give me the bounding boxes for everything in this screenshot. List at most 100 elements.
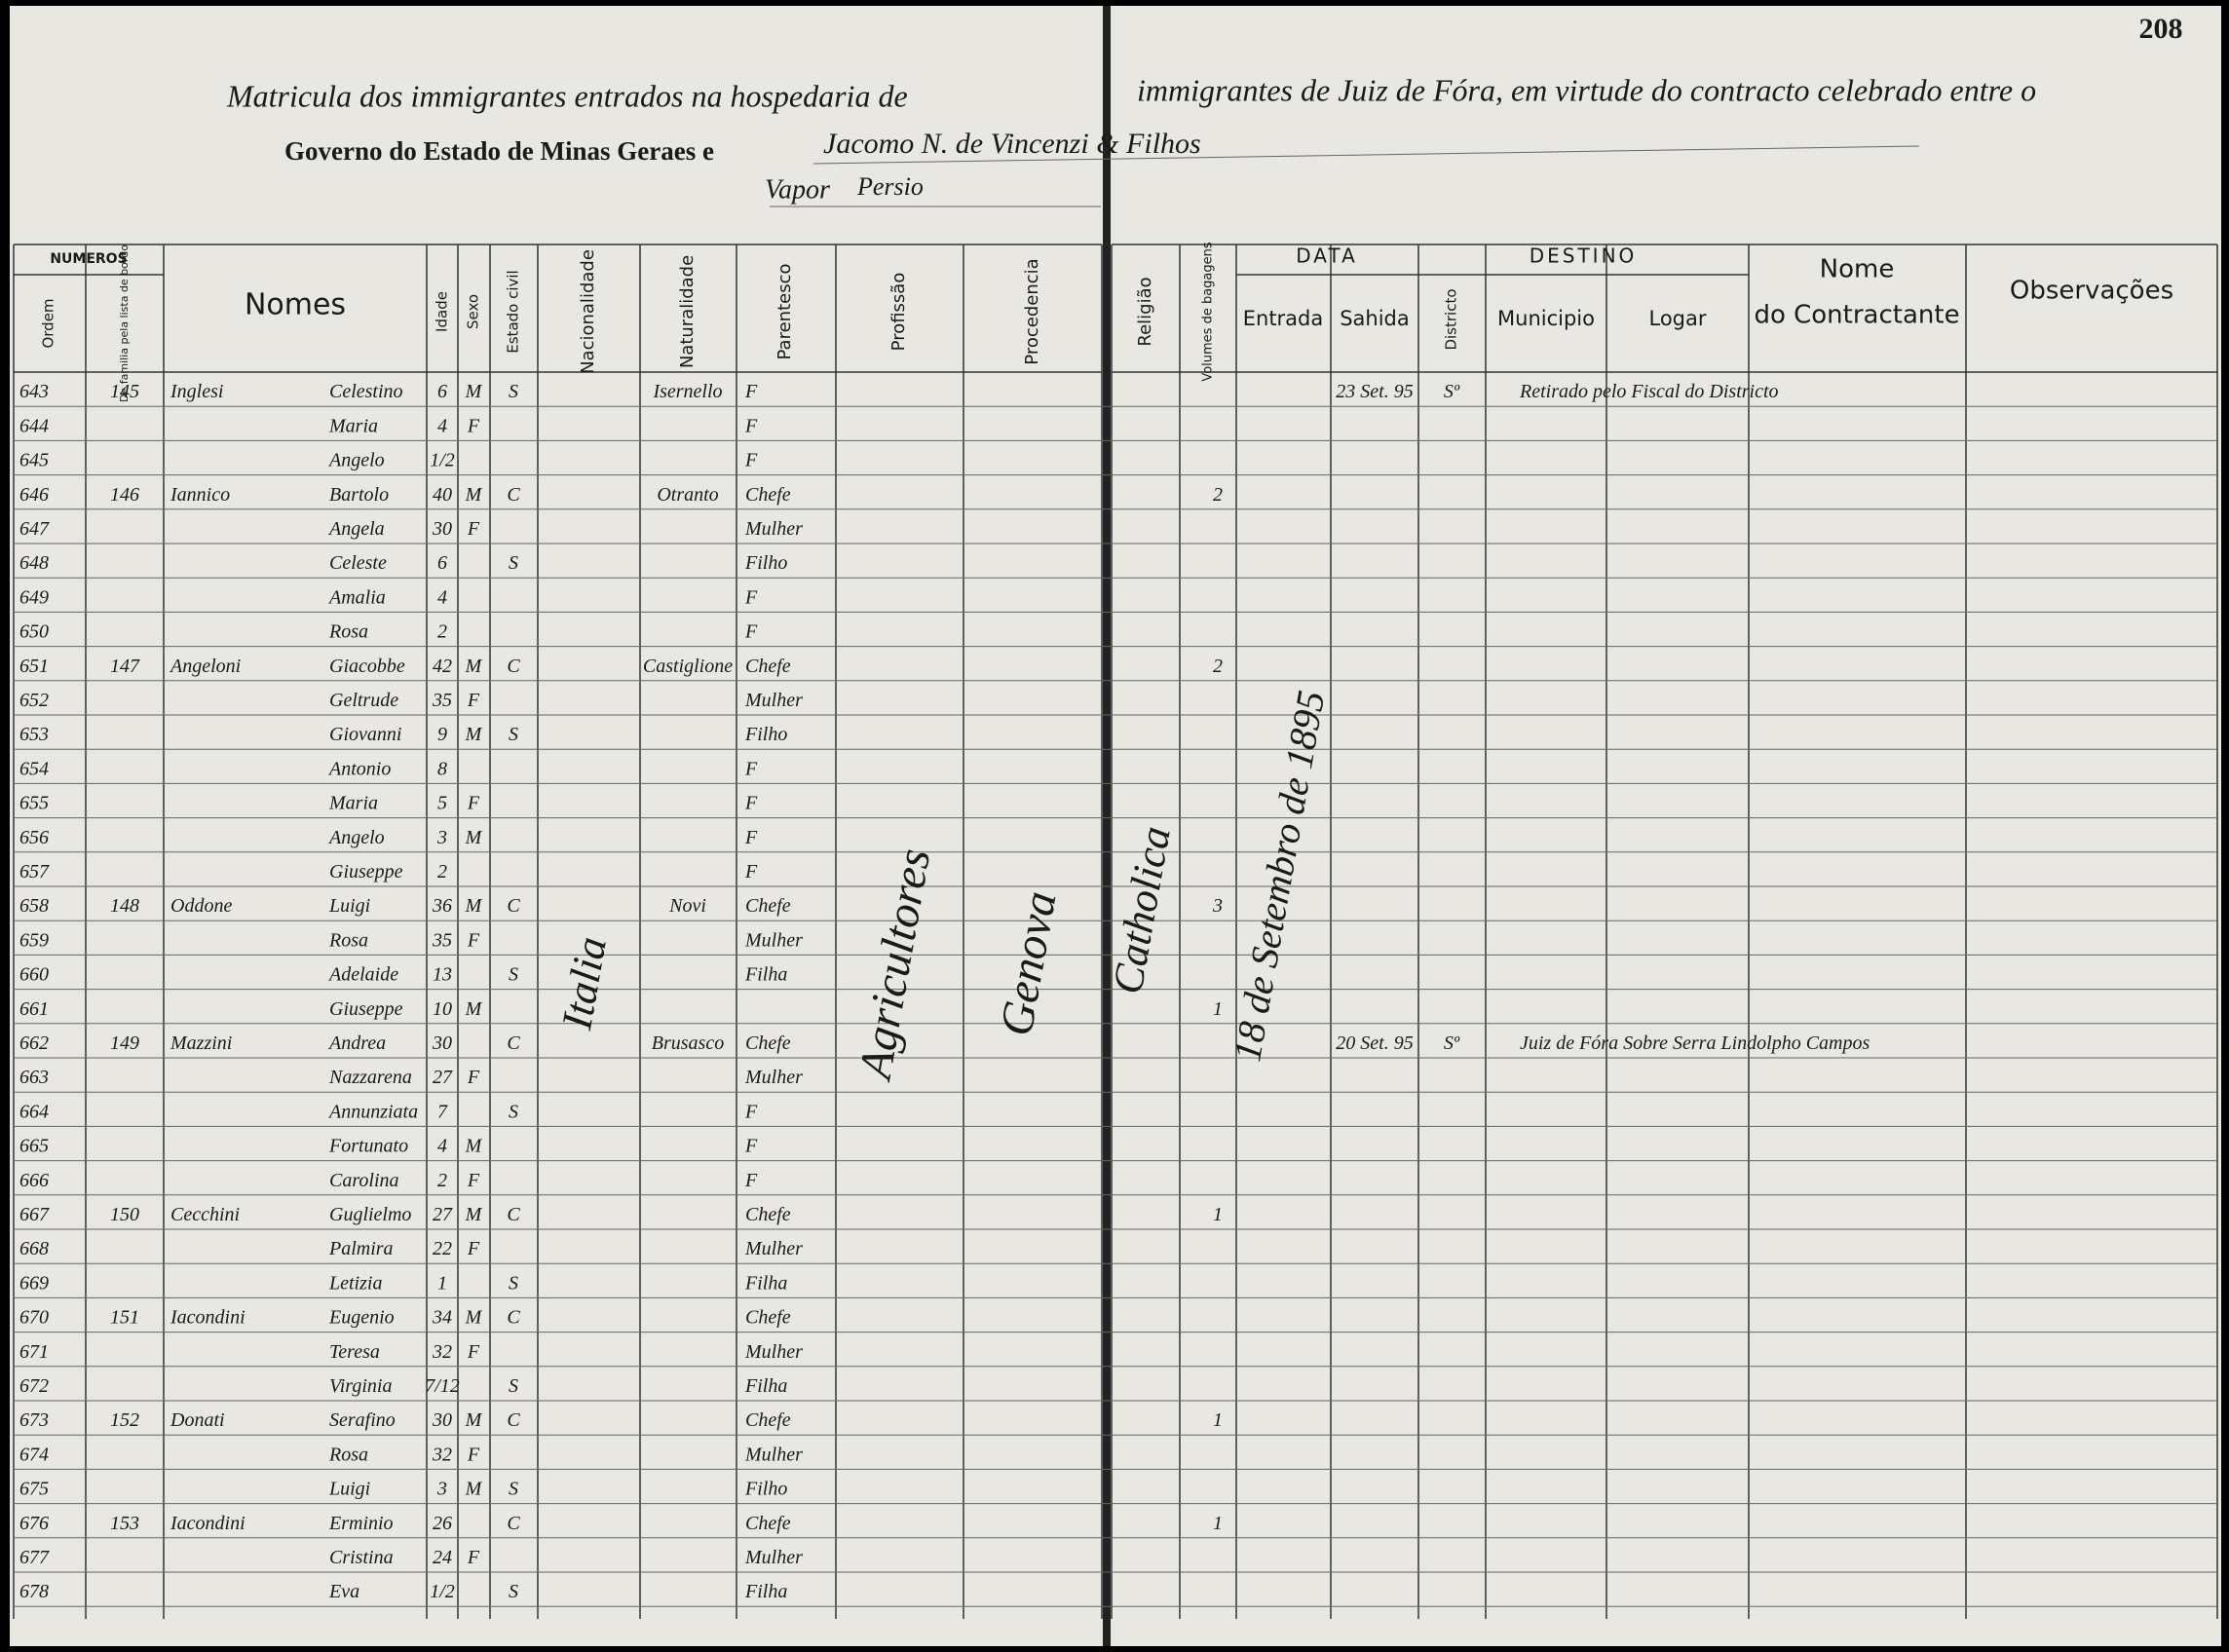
cell-nome: Angelo (327, 450, 385, 471)
cell-idade: 34 (432, 1307, 452, 1329)
cell-ordem: 659 (19, 929, 49, 951)
cell-sobrenome: Iannico (170, 484, 230, 506)
cell-nome: Antonio (327, 758, 391, 779)
cell-parentesco: Chefe (745, 484, 791, 506)
cell-parentesco: F (744, 1101, 758, 1122)
table-grid (13, 244, 2218, 1619)
cell-idade: 3 (436, 827, 447, 848)
cell-nome: Giuseppe (329, 861, 403, 882)
cell-naturalidade: Brusasco (652, 1032, 724, 1054)
cell-sexo: F (467, 415, 480, 436)
cell-sexo: M (465, 381, 483, 402)
cell-nome: Luigi (328, 895, 370, 917)
cell-sexo: M (465, 1307, 483, 1329)
cell-estado-civil: S (509, 1581, 518, 1602)
cell-familia: 153 (110, 1513, 139, 1534)
cell-parentesco: F (744, 793, 758, 814)
cell-idade: 8 (437, 758, 447, 779)
cell-idade: 6 (437, 552, 447, 574)
cell-familia: 145 (110, 381, 139, 402)
cell-parentesco: Chefe (745, 895, 791, 917)
cell-sobrenome: Inglesi (170, 381, 223, 402)
cell-sexo: M (465, 1136, 483, 1157)
cell-parentesco: Chefe (745, 1307, 791, 1329)
cell-idade: 3 (436, 1479, 447, 1500)
column-header: Nomes (245, 288, 346, 322)
cell-estado-civil: S (509, 1375, 518, 1397)
cell-idade: 1 (437, 1272, 447, 1294)
cell-estado-civil: C (507, 1409, 520, 1431)
cell-ordem: 678 (19, 1581, 49, 1602)
cell-ordem: 648 (19, 552, 49, 574)
cell-ordem: 674 (19, 1444, 49, 1465)
cell-idade: 30 (432, 518, 452, 540)
cell-parentesco: F (744, 586, 758, 608)
cell-sobrenome: Iacondini (170, 1307, 246, 1329)
column-header: DESTINO (1530, 244, 1638, 268)
cell-destino-note: Juiz de Fóra Sobre Serra Lindolpho Campo… (1520, 1032, 1870, 1054)
cell-idade: 1/2 (430, 1581, 455, 1602)
column-header: Nacionalidade (578, 249, 598, 374)
cell-nome: Giovanni (329, 724, 401, 745)
cell-nome: Guglielmo (329, 1204, 411, 1225)
cell-idade: 4 (437, 586, 447, 608)
cell-idade: 7/12 (425, 1375, 460, 1397)
cell-estado-civil: C (507, 1032, 520, 1054)
cell-nome: Carolina (329, 1170, 399, 1191)
column-header: Logar (1648, 307, 1706, 330)
cell-idade: 35 (432, 690, 452, 711)
cell-estado-civil: C (507, 1513, 520, 1534)
column-header: Nome (1820, 255, 1895, 284)
cell-sahida: 20 Set. 95 (1336, 1032, 1413, 1054)
cell-sexo: M (465, 656, 483, 677)
cell-parentesco: F (744, 381, 758, 402)
cell-parentesco: Filha (744, 1581, 787, 1602)
cell-ordem: 676 (19, 1513, 49, 1534)
cell-sexo: M (465, 484, 483, 506)
cell-sexo: F (467, 1547, 480, 1568)
cell-parentesco: F (744, 827, 758, 848)
cell-ordem: 653 (19, 724, 49, 745)
column-header: Ordem (40, 298, 57, 348)
cell-estado-civil: C (507, 895, 520, 917)
column-header: Profissão (888, 273, 909, 352)
cell-estado-civil: S (509, 964, 518, 986)
cell-nome: Maria (328, 415, 378, 436)
cell-idade: 4 (437, 1136, 447, 1157)
cell-nome: Giuseppe (329, 998, 403, 1020)
vapor-label: Vapor (765, 174, 830, 205)
cell-nome: Luigi (328, 1479, 370, 1500)
cell-ordem: 675 (19, 1479, 49, 1500)
cell-parentesco: Mulher (744, 1238, 803, 1259)
cell-parentesco: F (744, 450, 758, 471)
column-header: DATA (1296, 244, 1358, 268)
column-header: do Contractante (1754, 301, 1959, 330)
cell-nome: Eugenio (328, 1307, 395, 1329)
cell-sobrenome: Mazzini (170, 1032, 232, 1054)
cell-parentesco: F (744, 1170, 758, 1191)
cell-familia: 150 (110, 1204, 139, 1225)
cell-parentesco: Filha (744, 1272, 787, 1294)
cell-nome: Cristina (329, 1547, 394, 1568)
cell-idade: 35 (432, 929, 452, 951)
cell-idade: 27 (433, 1067, 453, 1088)
cell-ordem: 646 (19, 484, 49, 506)
cell-parentesco: Mulher (744, 929, 803, 951)
cell-nome: Angela (327, 518, 385, 540)
cell-volumes: 1 (1213, 1204, 1223, 1225)
cell-districto: Sº (1444, 1032, 1460, 1054)
cell-ordem: 652 (19, 690, 49, 711)
vapor-name: Persio (856, 172, 924, 201)
cell-nome: Adelaide (327, 964, 398, 986)
cell-ordem: 669 (19, 1272, 49, 1294)
cell-idade: 27 (433, 1204, 453, 1225)
cell-nome: Rosa (328, 929, 368, 951)
cell-ordem: 655 (19, 793, 49, 814)
cell-idade: 26 (433, 1513, 452, 1534)
cell-sexo: F (467, 1067, 480, 1088)
cell-parentesco: Chefe (745, 1204, 791, 1225)
cell-parentesco: Mulher (744, 1067, 803, 1088)
cell-nome: Fortunato (328, 1136, 408, 1157)
cell-sobrenome: Cecchini (170, 1204, 240, 1225)
